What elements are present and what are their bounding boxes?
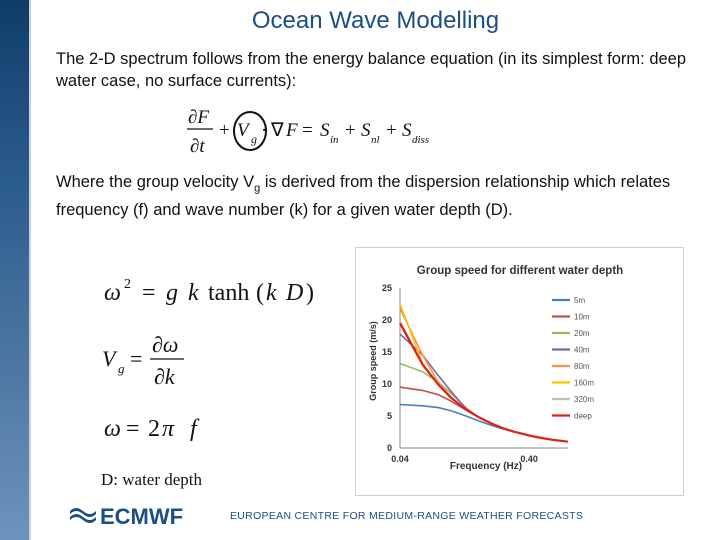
svg-text:S: S [320,120,330,141]
dispersion-equation: ω 2 = g k tanh ( k D ) [100,270,340,310]
svg-text:=: = [142,280,156,306]
legend-label-5m: 5m [574,296,585,305]
series-line-40m [399,333,569,443]
svg-text:g: g [251,132,257,146]
svg-text:in: in [330,134,339,146]
series-line-5m [399,403,569,443]
svg-text:∂k: ∂k [154,364,176,389]
legend-label-80m: 80m [574,362,590,371]
legend-label-320m: 320m [574,395,594,404]
side-divider [29,0,31,540]
series-line-20m [399,362,569,443]
svg-text:π: π [162,416,175,442]
ecmwf-swirl-icon [70,508,96,523]
slide-title: Ocean Wave Modelling [251,7,500,34]
group-velocity-svg: V g = ∂ω ∂k [102,332,184,389]
svg-text:·: · [261,120,267,141]
svg-text:+: + [345,120,356,141]
svg-text:2: 2 [124,277,131,292]
svg-text:=: = [130,346,142,371]
group-speed-chart-svg: Group speed for different water depth Gr… [368,265,623,472]
ecmwf-logo: ECMWF [66,502,216,529]
svg-text:ω: ω [104,280,121,306]
svg-text:=: = [302,120,313,141]
group-velocity-equation: V g = ∂ω ∂k [100,328,200,392]
chart-legend: 5m 10m 20m 40m 80m 160m 320m deep [552,296,594,421]
svg-text:g: g [166,280,178,306]
svg-text:+: + [386,120,397,141]
angular-frequency-svg: ω = 2 π f [104,416,200,442]
group-speed-chart: Group speed for different water depth Gr… [355,247,684,496]
legend-label-160m: 160m [574,379,594,388]
dispersion-svg: ω 2 = g k tanh ( k D ) [104,277,314,306]
svg-text:+: + [219,120,230,141]
group-velocity-paragraph: Where the group velocity Vg is derived f… [56,171,696,221]
chart-y-axis-label: Group speed (m/s) [368,321,378,401]
svg-text:g: g [118,361,125,376]
energy-balance-equation: ∂F ∂t + V g · ∇ F = S in + S nl + S diss [185,100,465,160]
svg-text:tanh: tanh [208,280,249,306]
svg-text:): ) [306,280,314,306]
svg-text:k: k [266,280,277,306]
svg-text:D: D [285,280,303,306]
series-line-320m [399,320,569,443]
legend-label-40m: 40m [574,346,590,355]
chart-x-tick-label: 0.04 [391,454,409,464]
svg-text:nl: nl [371,134,380,146]
middle-sub: g [254,182,261,195]
svg-text:diss: diss [412,134,429,146]
svg-text:2: 2 [148,416,160,442]
chart-x-axis-label: Frequency (Hz) [450,461,522,472]
svg-text:=: = [126,416,140,442]
legend-label-20m: 20m [574,329,590,338]
chart-x-tick-label: 0.40 [520,454,538,464]
chart-y-tick-label: 5 [387,411,392,421]
chart-y-tick-label: 25 [382,283,392,293]
middle-prefix: Where the group velocity V [56,173,255,191]
angular-frequency-equation: ω = 2 π f [100,408,220,444]
chart-y-tick-label: 10 [382,379,392,389]
svg-text:∇: ∇ [270,120,284,141]
chart-series-lines [399,303,569,443]
svg-text:S: S [361,120,371,141]
ecmwf-logo-svg: ECMWF [70,504,183,529]
series-line-deep [399,322,569,443]
chart-y-tick-label: 15 [382,347,392,357]
svg-text:k: k [188,280,199,306]
chart-y-tick-label: 20 [382,315,392,325]
svg-text:∂t: ∂t [190,136,205,157]
series-line-80m [399,308,569,443]
svg-text:(: ( [256,280,264,306]
svg-text:∂ω: ∂ω [152,332,178,357]
ecmwf-wordmark: ECMWF [100,504,183,528]
organisation-name: EUROPEAN CENTRE FOR MEDIUM-RANGE WEATHER… [230,510,584,522]
middle-suffix: is derived from the dispersion relations… [56,173,671,220]
chart-title: Group speed for different water depth [417,265,623,277]
water-depth-note: D: water depth [101,470,203,489]
svg-text:S: S [402,120,412,141]
energy-balance-svg: ∂F ∂t + V g · ∇ F = S in + S nl + S diss [187,107,429,157]
side-accent-bar [0,0,29,540]
chart-axes: 0 5 10 15 20 25 0.04 0.40 [382,283,568,464]
svg-text:∂F: ∂F [188,107,209,128]
svg-text:f: f [190,416,200,442]
series-line-10m [399,386,569,443]
legend-label-deep: deep [574,412,592,421]
legend-label-10m: 10m [574,313,590,322]
svg-text:ω: ω [104,416,121,442]
intro-paragraph: The 2-D spectrum follows from the energy… [56,50,687,90]
svg-text:V: V [237,120,251,141]
svg-text:V: V [102,346,118,371]
chart-y-tick-label: 0 [387,443,392,453]
svg-text:F: F [285,120,298,141]
